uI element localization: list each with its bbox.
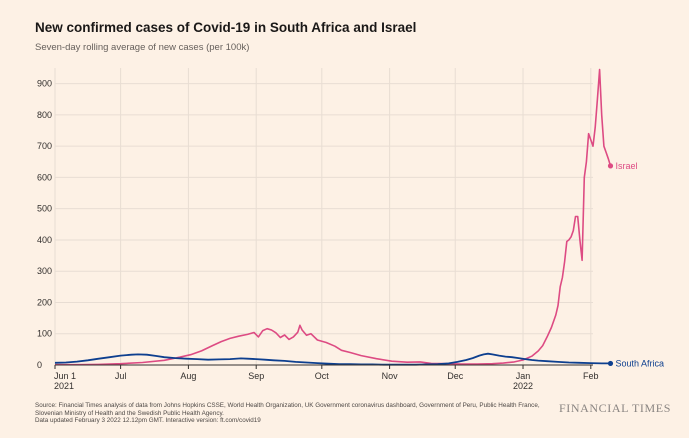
- y-tick-label: 800: [37, 110, 52, 120]
- x-tick-sublabel: 2021: [54, 381, 74, 391]
- x-tick-label: Jul: [115, 371, 127, 381]
- x-tick-label: Dec: [447, 371, 464, 381]
- x-tick-label: Aug: [180, 371, 196, 381]
- x-tick-label: Sep: [248, 371, 264, 381]
- y-tick-label: 300: [37, 266, 52, 276]
- y-tick-label: 100: [37, 329, 52, 339]
- israel-end-point: [607, 163, 614, 169]
- x-tick-label: Jan: [516, 371, 531, 381]
- x-tick-label: Oct: [315, 371, 330, 381]
- y-tick-label: 600: [37, 172, 52, 182]
- israel-label: Israel: [615, 161, 637, 171]
- x-tick-sublabel: 2022: [513, 381, 533, 391]
- south-africa-end-point: [607, 360, 614, 367]
- x-tick-label: Jun 1: [54, 371, 76, 381]
- y-tick-label: 0: [37, 360, 42, 370]
- x-tick-label: Nov: [382, 371, 399, 381]
- israel-line: [55, 68, 612, 366]
- ft-logo: FINANCIAL TIMES: [558, 401, 671, 415]
- source-line: Source: Financial Times analysis of data…: [35, 402, 540, 409]
- x-tick-label: Feb: [583, 371, 599, 381]
- south-africa-label: South Africa: [615, 358, 664, 368]
- y-tick-label: 900: [37, 79, 52, 89]
- y-tick-label: 200: [37, 297, 52, 307]
- source-footer: Source: Financial Times analysis of data…: [35, 402, 575, 425]
- y-tick-label: 400: [37, 235, 52, 245]
- chart-subtitle: Seven-day rolling average of new cases (…: [35, 42, 250, 53]
- y-tick-label: 500: [37, 204, 52, 214]
- y-tick-label: 700: [37, 141, 52, 151]
- south-africa-line: [54, 352, 611, 366]
- source-line: Slovenian Ministry of Health and the Swe…: [35, 409, 224, 417]
- updated-line: Data updated February 3 2022 12.12pm GMT…: [35, 417, 261, 425]
- chart-title: New confirmed cases of Covid-19 in South…: [35, 20, 417, 35]
